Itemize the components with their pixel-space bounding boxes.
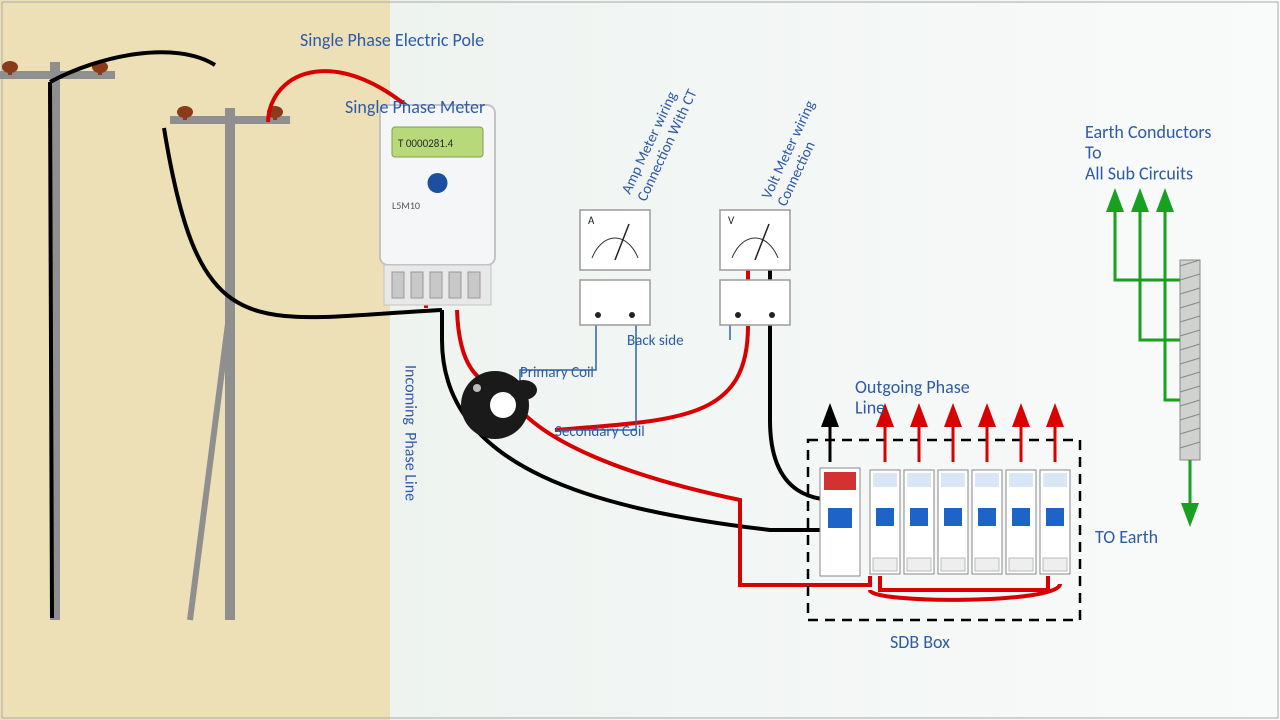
diagram-stage: T 0000281.4 L5M10 A V Single Phase Electric … <box>0 0 1280 720</box>
svg-text:A: A <box>588 214 595 227</box>
single-phase-meter: T 0000281.4 L5M10 <box>380 105 495 305</box>
svg-text:T 0000281.4: T 0000281.4 <box>398 137 454 150</box>
svg-text:TO Earth: TO Earth <box>1095 526 1158 548</box>
svg-text:Primary Coil: Primary Coil <box>520 364 594 382</box>
svg-text:Single Phase Electric Pole: Single Phase Electric Pole <box>300 29 484 51</box>
incoming-phase-label: Incoming Phase Line <box>400 365 418 501</box>
svg-text:Single Phase Meter: Single Phase Meter <box>345 96 485 118</box>
volt-meter: V <box>720 210 790 270</box>
svg-text:L5M10: L5M10 <box>392 199 420 212</box>
svg-text:Back side: Back side <box>627 332 684 350</box>
diagram-svg: T 0000281.4 L5M10 A V Single Phase Electric … <box>0 0 1280 720</box>
svg-text:SDB Box: SDB Box <box>890 631 950 653</box>
amp-meter: A <box>580 210 650 270</box>
svg-text:V: V <box>728 214 735 227</box>
svg-text:Secondary Coil: Secondary Coil <box>555 423 645 441</box>
